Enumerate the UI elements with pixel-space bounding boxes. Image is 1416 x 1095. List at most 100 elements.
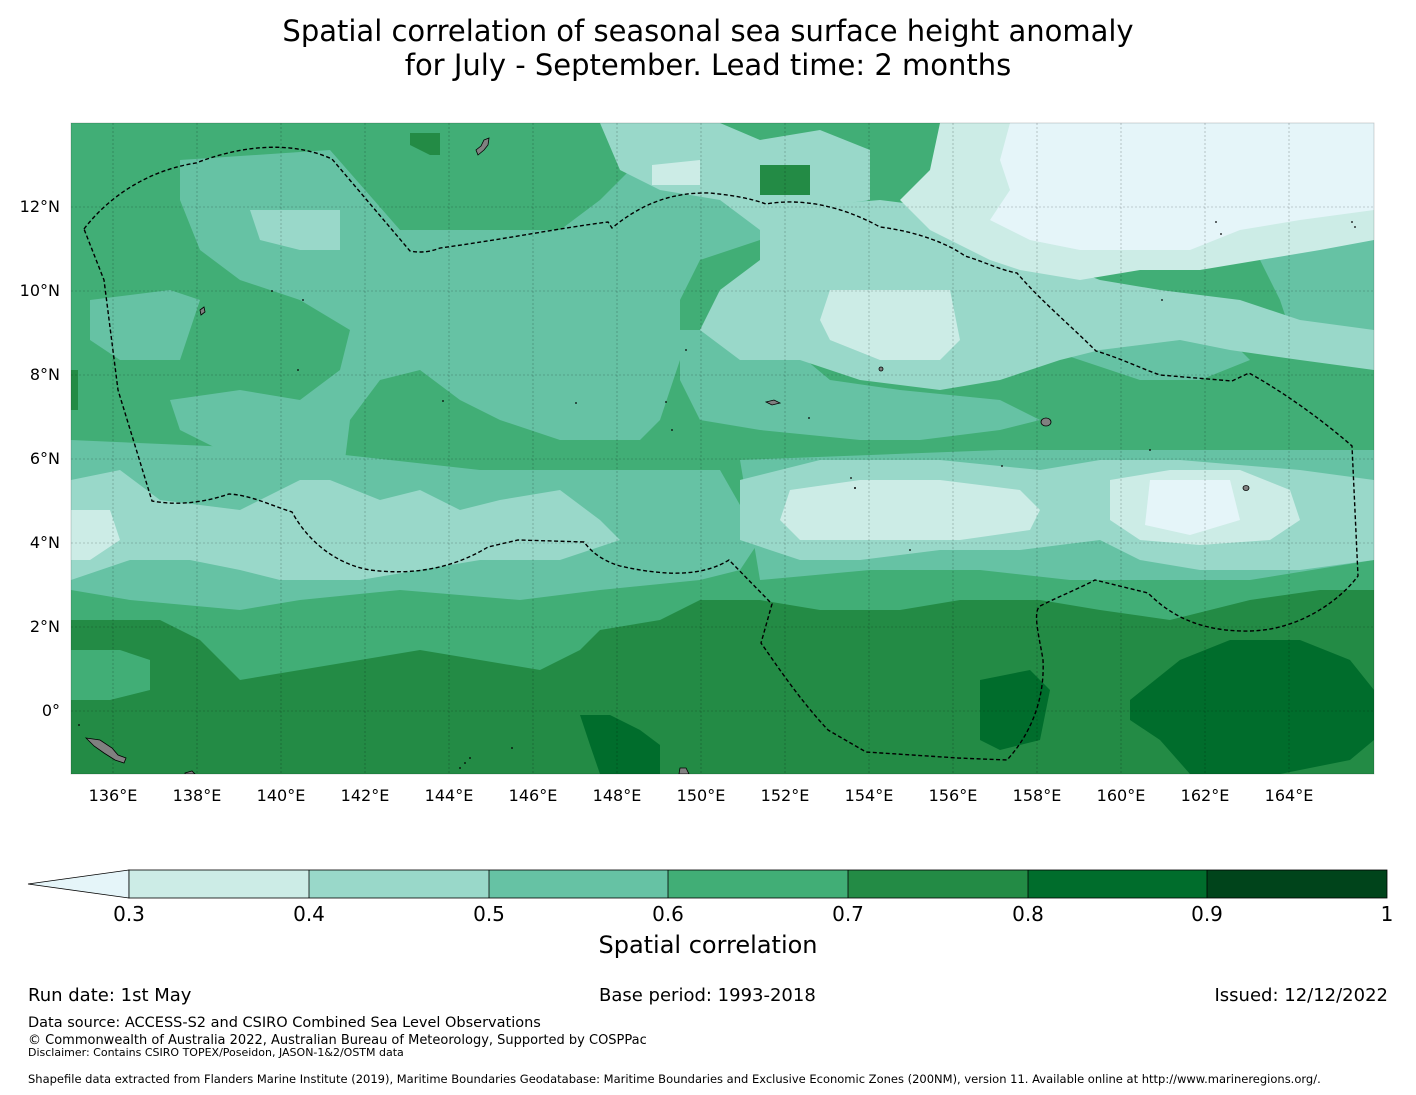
atoll (1354, 226, 1356, 228)
colorbar-segment (489, 870, 668, 898)
region (71, 470, 620, 580)
copyright: © Commonwealth of Australia 2022, Austra… (28, 1033, 647, 1048)
colorbar-segment (129, 870, 309, 898)
colorbar-tick: 0.4 (293, 902, 325, 926)
atoll (685, 349, 687, 351)
colorbar-tick: 0.3 (113, 902, 145, 926)
title-line-2: for July - September. Lead time: 2 month… (404, 48, 1012, 82)
lat-label: 6°N (29, 449, 60, 468)
colorbar-segment (1207, 870, 1387, 898)
run-date: Run date: 1st May (28, 985, 192, 1006)
region (71, 590, 1374, 774)
field-band-0.7-0.8 (71, 133, 1374, 774)
colorbar-extend-arrow (27, 869, 130, 899)
region (90, 290, 200, 360)
island-pohnpei (1040, 417, 1052, 427)
lon-label: 156°E (928, 786, 978, 805)
atoll (1001, 465, 1003, 467)
lon-label: 136°E (88, 786, 138, 805)
lat-label: 10°N (19, 281, 60, 300)
lat-label: 0° (41, 701, 60, 720)
island-yap (199, 306, 206, 316)
atoll (78, 724, 80, 726)
lon-label: 164°E (1264, 786, 1314, 805)
map-frame (70, 122, 1375, 775)
region (71, 370, 78, 410)
atoll (1220, 233, 1222, 235)
island-dots (78, 221, 1356, 769)
disclaimer: Disclaimer: Contains CSIRO TOPEX/Poseido… (28, 1046, 404, 1059)
region (980, 670, 1050, 750)
lon-label: 148°E (592, 786, 642, 805)
island-small (184, 770, 196, 774)
lon-label: 152°E (760, 786, 810, 805)
region (652, 160, 700, 185)
colorbar-tick: 0.9 (1191, 902, 1223, 926)
island-guam (475, 137, 490, 156)
atoll (665, 401, 667, 403)
data-source: Data source: ACCESS-S2 and CSIRO Combine… (28, 1015, 541, 1031)
colorbar-tick: 0.8 (1012, 902, 1044, 926)
lon-label: 150°E (676, 786, 726, 805)
lat-label: 12°N (19, 197, 60, 216)
lat-label: 4°N (29, 533, 60, 552)
atoll (671, 429, 673, 431)
region (410, 133, 440, 155)
lon-label: 158°E (1012, 786, 1062, 805)
lon-label: 146°E (508, 786, 558, 805)
region (600, 123, 870, 230)
colorbar-tick: 0.6 (652, 902, 684, 926)
atoll (511, 747, 513, 749)
island-kosrae (1242, 485, 1250, 491)
field-band-0.8-0.9 (580, 640, 1374, 774)
region (820, 290, 960, 360)
atoll (808, 417, 810, 419)
colorbar-tick: 0.5 (473, 902, 505, 926)
graticule (71, 123, 1374, 774)
colorbar-segment (668, 870, 848, 898)
island-small (878, 366, 884, 372)
shapefile-credit: Shapefile data extracted from Flanders M… (28, 1072, 1321, 1086)
field-band-below-0.3 (990, 123, 1374, 535)
atoll (442, 400, 444, 402)
atoll (909, 549, 911, 551)
colorbar-tick: 0.7 (832, 902, 864, 926)
eez-boundary (83, 146, 1359, 761)
region (71, 510, 120, 560)
lon-label: 142°E (340, 786, 390, 805)
atoll (271, 290, 273, 292)
lon-label: 160°E (1096, 786, 1146, 805)
lon-label: 140°E (256, 786, 306, 805)
region (780, 480, 1040, 540)
lat-label: 8°N (29, 365, 60, 384)
chart-title: Spatial correlation of seasonal sea surf… (0, 14, 1416, 82)
colorbar-dividers (308, 870, 1208, 898)
colorbar-label: Spatial correlation (598, 931, 818, 959)
region (990, 123, 1374, 250)
lat-label: 2°N (29, 617, 60, 636)
lon-label: 162°E (1180, 786, 1230, 805)
atoll (459, 767, 461, 769)
island-palau (84, 737, 127, 764)
colorbar-segment (309, 870, 489, 898)
colorbar-segment (1028, 870, 1207, 898)
colorbar-tick: 1 (1380, 902, 1394, 926)
colorbar-outline (128, 869, 1388, 899)
atoll (1161, 299, 1163, 301)
atoll (469, 757, 471, 759)
region (1145, 480, 1240, 535)
issued-date: Issued: 12/12/2022 (1214, 985, 1388, 1006)
atoll (854, 487, 856, 489)
atoll (1149, 449, 1151, 451)
base-period: Base period: 1993-2018 (599, 985, 816, 1006)
atoll (297, 369, 299, 371)
atoll (1351, 221, 1353, 223)
lon-label: 144°E (424, 786, 474, 805)
island-chuuk (764, 399, 782, 406)
atoll (575, 402, 577, 404)
land-islands (84, 137, 1250, 774)
island-small (678, 767, 690, 774)
title-line-1: Spatial correlation of seasonal sea surf… (282, 14, 1134, 48)
colorbar-segment (848, 870, 1028, 898)
